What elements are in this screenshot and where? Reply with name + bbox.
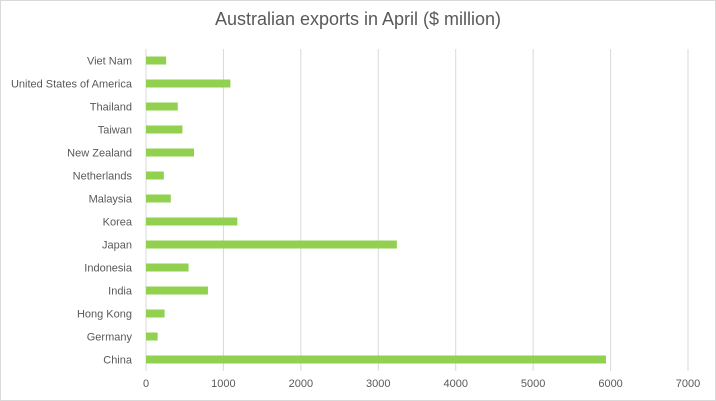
bar — [146, 148, 195, 157]
bar — [146, 355, 606, 364]
bar — [146, 125, 183, 134]
bar — [146, 79, 231, 88]
category-label: United States of America — [11, 79, 133, 91]
x-tick-label: 2000 — [289, 378, 313, 390]
category-label: Viet Nam — [87, 56, 132, 68]
category-label: Hong Kong — [77, 309, 132, 321]
bar — [146, 56, 167, 65]
chart-title: Australian exports in April ($ million) — [214, 9, 502, 29]
category-label: India — [108, 286, 133, 298]
x-tick-label: 3000 — [366, 378, 390, 390]
category-label: New Zealand — [67, 148, 132, 160]
category-label: Japan — [102, 240, 132, 252]
x-tick-label: 5000 — [521, 378, 545, 390]
bar — [146, 194, 171, 203]
x-tick-label: 6000 — [598, 378, 622, 390]
category-label: Korea — [103, 217, 133, 229]
bar — [146, 263, 189, 272]
bar — [146, 102, 178, 111]
category-label: Malaysia — [89, 194, 133, 206]
bar — [146, 332, 158, 341]
category-label: Thailand — [90, 102, 132, 114]
category-label: China — [103, 355, 133, 367]
bar — [146, 171, 164, 180]
bar — [146, 309, 165, 318]
bar — [146, 286, 208, 295]
x-tick-label: 7000 — [676, 378, 700, 390]
x-tick-label: 1000 — [211, 378, 235, 390]
x-tick-label: 4000 — [443, 378, 467, 390]
x-tick-label: 0 — [143, 378, 149, 390]
category-label: Netherlands — [73, 171, 133, 183]
category-label: Taiwan — [98, 125, 132, 137]
category-label: Indonesia — [84, 263, 133, 275]
bar — [146, 240, 397, 249]
category-label: Germany — [87, 332, 133, 344]
bar — [146, 217, 238, 226]
